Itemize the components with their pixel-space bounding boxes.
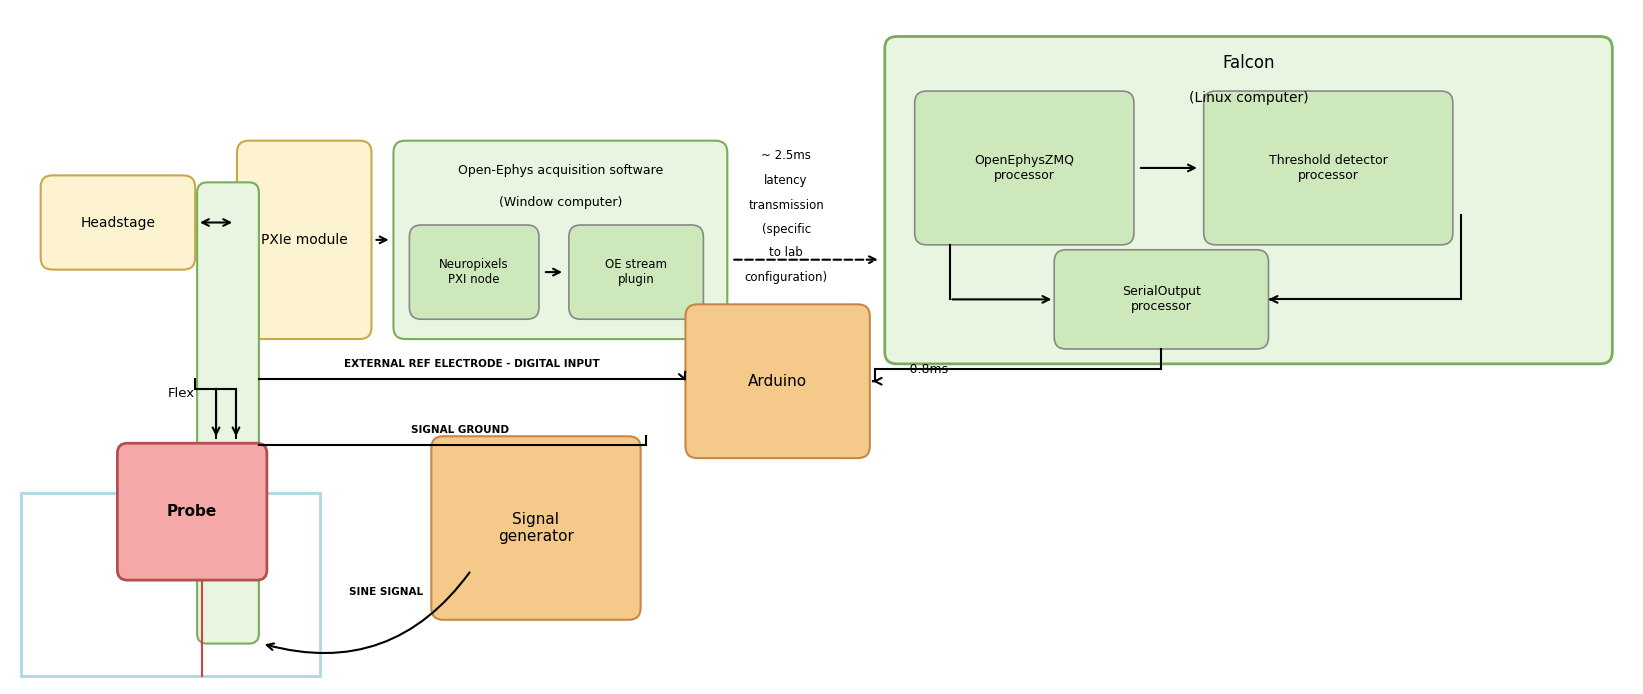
Text: EXTERNAL REF ELECTRODE - DIGITAL INPUT: EXTERNAL REF ELECTRODE - DIGITAL INPUT <box>345 359 600 369</box>
Text: configuration): configuration) <box>744 271 828 284</box>
Text: (specific: (specific <box>762 223 810 237</box>
FancyBboxPatch shape <box>915 91 1134 245</box>
Text: Falcon: Falcon <box>1222 54 1275 72</box>
FancyBboxPatch shape <box>393 141 728 339</box>
Bar <box>21 493 320 677</box>
FancyBboxPatch shape <box>886 37 1612 364</box>
Text: PXIe module: PXIe module <box>261 233 348 247</box>
Text: Threshold detector
processor: Threshold detector processor <box>1268 154 1388 182</box>
Text: (Linux computer): (Linux computer) <box>1190 91 1308 105</box>
FancyBboxPatch shape <box>1055 250 1268 349</box>
FancyBboxPatch shape <box>409 225 539 319</box>
FancyBboxPatch shape <box>117 443 266 580</box>
Text: latency: latency <box>764 174 808 187</box>
Text: ~ 2.5ms: ~ 2.5ms <box>761 149 812 162</box>
FancyBboxPatch shape <box>568 225 703 319</box>
FancyBboxPatch shape <box>432 437 641 620</box>
Text: Probe: Probe <box>168 504 217 519</box>
Text: Flex: Flex <box>168 387 196 400</box>
FancyBboxPatch shape <box>197 183 260 643</box>
Text: to lab: to lab <box>769 246 803 260</box>
Text: SINE SIGNAL: SINE SIGNAL <box>350 587 424 597</box>
Text: Headstage: Headstage <box>81 216 156 230</box>
FancyBboxPatch shape <box>1204 91 1452 245</box>
Text: Signal
generator: Signal generator <box>498 512 573 544</box>
Text: transmission: transmission <box>748 198 825 212</box>
FancyBboxPatch shape <box>237 141 371 339</box>
Text: SerialOutput
processor: SerialOutput processor <box>1122 285 1201 314</box>
Text: (Window computer): (Window computer) <box>499 196 623 209</box>
FancyBboxPatch shape <box>41 176 196 270</box>
Text: OpenEphysZMQ
processor: OpenEphysZMQ processor <box>974 154 1075 182</box>
Text: OE stream
plugin: OE stream plugin <box>605 258 667 286</box>
Text: Open-Ephys acquisition software: Open-Ephys acquisition software <box>458 164 664 177</box>
Text: Arduino: Arduino <box>748 374 807 389</box>
Text: SIGNAL GROUND: SIGNAL GROUND <box>411 425 509 435</box>
Text: Neuropixels
PXI node: Neuropixels PXI node <box>439 258 509 286</box>
FancyBboxPatch shape <box>685 305 869 458</box>
Text: ~0.8ms: ~0.8ms <box>900 363 950 376</box>
